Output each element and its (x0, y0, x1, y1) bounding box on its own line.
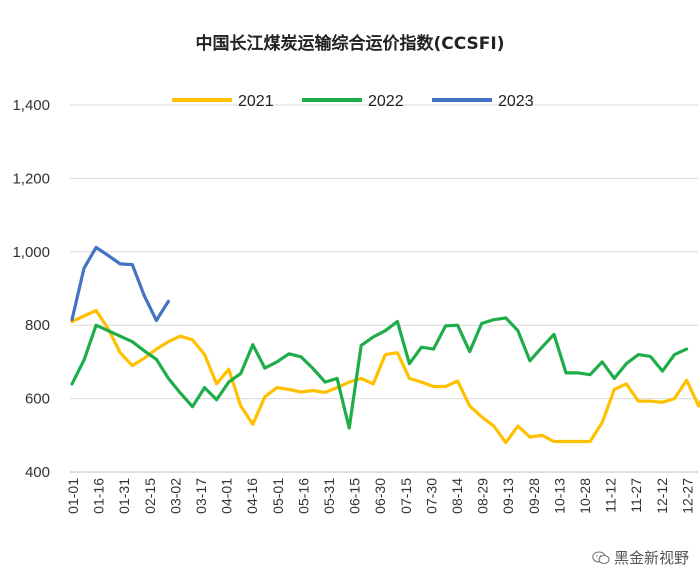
wechat-icon (592, 550, 610, 564)
x-axis: 01-01 01-16 01-31 02-15 03-02 03-17 04-01 04-16… (65, 478, 695, 514)
chart-title: 中国长江煤炭运输综合运价指数(CCSFI) (195, 34, 505, 54)
x-tick-label: 03-02 (167, 478, 183, 514)
x-tick-label: 10-28 (577, 478, 593, 514)
x-tick-label: 01-01 (65, 478, 81, 514)
x-tick-label: 06-30 (372, 478, 388, 514)
x-tick-label: 02-15 (142, 478, 158, 514)
y-tick-label: 400 (25, 464, 50, 481)
x-tick-label: 12-27 (679, 478, 695, 514)
x-tick-label: 06-15 (347, 478, 363, 514)
series-line-2021 (70, 308, 700, 445)
y-tick-label: 600 (25, 391, 50, 408)
x-tick-label: 01-31 (116, 478, 132, 514)
x-tick-label: 01-16 (91, 478, 107, 514)
x-tick-label: 07-15 (398, 478, 414, 514)
x-tick-label: 09-13 (500, 478, 516, 514)
y-tick-label: 1,200 (12, 170, 50, 187)
watermark: 黑金新视野 (592, 547, 689, 568)
watermark-text: 黑金新视野 (614, 549, 690, 567)
legend: 2021 2022 2023 (172, 93, 534, 110)
x-tick-label: 04-01 (219, 478, 235, 514)
x-tick-label: 09-28 (526, 478, 542, 514)
y-tick-label: 800 (25, 317, 50, 334)
x-tick-label: 03-17 (193, 478, 209, 514)
series-line-2023 (70, 245, 170, 322)
y-axis: 400 600 800 1,000 1,200 1,400 (12, 97, 50, 481)
y-tick-label: 1,000 (12, 244, 50, 261)
x-tick-label: 04-16 (244, 478, 260, 514)
series-lines (70, 245, 700, 445)
x-tick-label: 07-30 (423, 478, 439, 514)
x-tick-label: 08-14 (449, 478, 465, 514)
x-tick-label: 10-13 (551, 478, 567, 514)
gridlines (70, 104, 698, 473)
legend-label-2023: 2023 (498, 93, 534, 110)
series-line-2022 (70, 316, 689, 430)
y-tick-label: 1,400 (12, 97, 50, 114)
x-tick-label: 05-01 (270, 478, 286, 514)
x-tick-label: 05-31 (321, 478, 337, 514)
x-tick-label: 12-12 (654, 478, 670, 514)
x-tick-label: 08-29 (475, 478, 491, 514)
x-tick-label: 11-27 (628, 478, 644, 513)
legend-label-2022: 2022 (368, 93, 404, 110)
legend-label-2021: 2021 (238, 93, 274, 110)
x-tick-label: 05-16 (295, 478, 311, 514)
x-tick-label: 11-12 (603, 478, 619, 513)
